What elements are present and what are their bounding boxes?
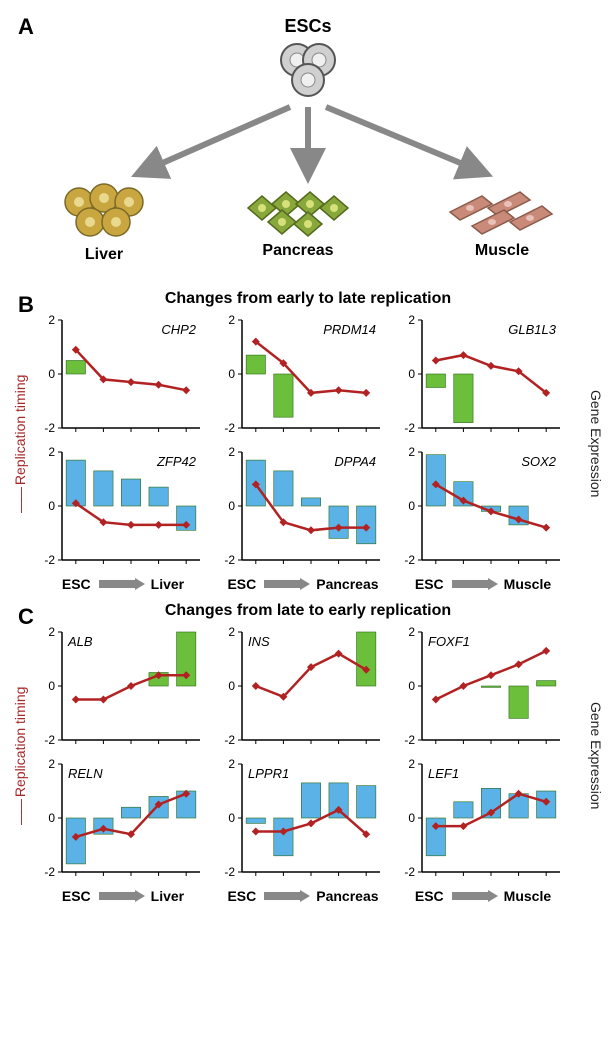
panel-a: A ESCs Liver [12,12,604,282]
panel-c-title: Changes from late to early replication [12,602,604,620]
svg-text:2: 2 [228,446,235,459]
liver-cells-icon [54,182,154,242]
svg-text:-2: -2 [224,553,235,567]
svg-text:-2: -2 [224,733,235,747]
chart-lppr1: 2 0 -2 LPPR1 [216,758,390,886]
svg-text:0: 0 [48,367,55,381]
x-axis-label: ESCPancreas [216,576,390,592]
svg-text:2: 2 [228,626,235,639]
svg-text:-2: -2 [404,733,415,747]
chart-glb1l3: 2 0 -2 GLB1L3 [396,314,570,442]
chart-lef1: 2 0 -2 LEF1 [396,758,570,886]
svg-text:0: 0 [48,499,55,513]
pancreas-cells-icon [238,182,358,238]
svg-text:SOX2: SOX2 [521,454,556,469]
svg-text:RELN: RELN [68,766,103,781]
svg-text:0: 0 [48,811,55,825]
svg-text:0: 0 [228,367,235,381]
y-axis-right-b: Gene Expression [576,314,604,574]
panel-c: C Changes from late to early replication… [12,602,604,904]
svg-text:2: 2 [48,758,55,771]
y-axis-right-c: Gene Expression [576,626,604,886]
svg-text:-2: -2 [404,421,415,435]
svg-text:-2: -2 [404,865,415,879]
svg-text:0: 0 [408,499,415,513]
svg-text:0: 0 [48,679,55,693]
panel-b-title: Changes from early to late replication [12,290,604,308]
svg-text:0: 0 [408,811,415,825]
chart-ins: 2 0 -2 INS [216,626,390,754]
x-axis-label: ESCPancreas [216,888,390,904]
chart-sox2: 2 0 -2 SOX2 [396,446,570,574]
chart-zfp42: 2 0 -2 ZFP42 [36,446,210,574]
svg-text:-2: -2 [44,553,55,567]
svg-text:0: 0 [408,679,415,693]
svg-text:0: 0 [408,367,415,381]
chart-prdm14: 2 0 -2 PRDM14 [216,314,390,442]
pancreas-label: Pancreas [262,242,333,260]
svg-text:2: 2 [228,758,235,771]
chart-reln: 2 0 -2 RELN [36,758,210,886]
svg-text:-2: -2 [44,733,55,747]
svg-text:-2: -2 [404,553,415,567]
svg-text:-2: -2 [224,865,235,879]
svg-text:0: 0 [228,679,235,693]
svg-text:FOXF1: FOXF1 [428,634,470,649]
svg-text:-2: -2 [44,421,55,435]
svg-text:LEF1: LEF1 [428,766,459,781]
x-axis-label: ESCLiver [36,888,210,904]
svg-text:2: 2 [408,314,415,327]
lineage-muscle: Muscle [442,182,562,264]
svg-text:2: 2 [408,446,415,459]
svg-text:INS: INS [248,634,270,649]
svg-text:PRDM14: PRDM14 [323,322,376,337]
x-axis-label: ESCMuscle [396,576,570,592]
y-axis-left-c: —— Replication timing [12,626,30,886]
svg-text:2: 2 [48,314,55,327]
chart-dppa4: 2 0 -2 DPPA4 [216,446,390,574]
svg-text:0: 0 [228,811,235,825]
svg-text:ALB: ALB [67,634,93,649]
svg-text:-2: -2 [44,865,55,879]
panel-b: B Changes from early to late replication… [12,290,604,592]
svg-text:GLB1L3: GLB1L3 [508,322,556,337]
chart-chp2: 2 0 -2 CHP2 [36,314,210,442]
svg-text:-2: -2 [224,421,235,435]
svg-text:CHP2: CHP2 [161,322,196,337]
lineage-pancreas: Pancreas [238,182,358,264]
svg-text:2: 2 [48,626,55,639]
svg-text:DPPA4: DPPA4 [334,454,376,469]
svg-text:2: 2 [48,446,55,459]
chart-alb: 2 0 -2 ALB [36,626,210,754]
y-axis-left-b: —— Replication timing [12,314,30,574]
lineage-liver: Liver [54,182,154,264]
svg-text:2: 2 [408,626,415,639]
muscle-label: Muscle [475,242,529,260]
x-axis-label: ESCLiver [36,576,210,592]
muscle-cells-icon [442,182,562,238]
svg-text:ZFP42: ZFP42 [156,454,197,469]
chart-foxf1: 2 0 -2 FOXF1 [396,626,570,754]
svg-text:2: 2 [228,314,235,327]
x-axis-label: ESCMuscle [396,888,570,904]
liver-label: Liver [85,246,123,264]
svg-text:2: 2 [408,758,415,771]
svg-text:0: 0 [228,499,235,513]
svg-text:LPPR1: LPPR1 [248,766,289,781]
